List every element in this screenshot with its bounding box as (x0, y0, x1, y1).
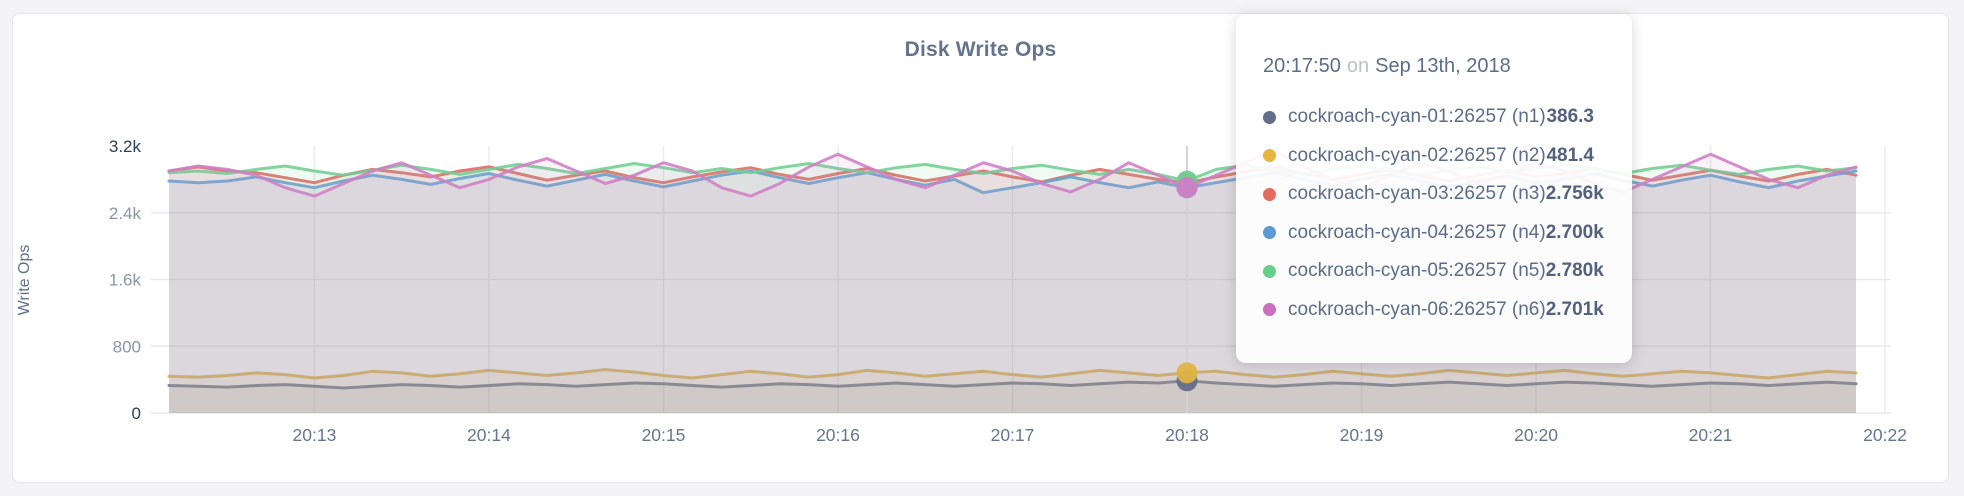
y-tick-label: 0 (132, 404, 141, 423)
tooltip-series-label: cockroach-cyan-06:26257 (n6) (1288, 298, 1546, 320)
hover-tooltip: 20:17:50 on Sep 13th, 2018 cockroach-cyan-… (1236, 14, 1632, 363)
tooltip-row: cockroach-cyan-04:26257 (n4) 2.700k (1263, 214, 1604, 253)
tooltip-header: 20:17:50 on Sep 13th, 2018 (1263, 54, 1594, 84)
tooltip-row: cockroach-cyan-02:26257 (n2) 481.4 (1263, 137, 1594, 176)
tooltip-time: 20:17:50 (1263, 55, 1341, 77)
series-color-dot-icon (1263, 187, 1276, 201)
series-color-dot-icon (1263, 110, 1276, 124)
series-color-dot-icon (1263, 264, 1276, 278)
x-tick-label: 20:15 (642, 425, 686, 445)
tooltip-series-label: cockroach-cyan-02:26257 (n2) (1288, 144, 1546, 166)
tooltip-series-value: 481.4 (1546, 144, 1594, 166)
tooltip-series-label: cockroach-cyan-03:26257 (n3) (1288, 183, 1546, 205)
tooltip-row: cockroach-cyan-01:26257 (n1) 386.3 (1263, 98, 1594, 137)
series-color-dot-icon (1263, 226, 1276, 240)
series-line-n2 (167, 368, 1858, 380)
tooltip-series-value: 2.756k (1545, 183, 1604, 205)
hover-dot-n2 (1176, 362, 1198, 384)
line-chart-plot-area[interactable]: 0 800 1.6k 2.4k 3.2k 20:13 20:14 20:15 20:16 20:1… (13, 14, 1950, 484)
tooltip-series-label: cockroach-cyan-01:26257 (n1) (1288, 106, 1546, 128)
tooltip-row: cockroach-cyan-06:26257 (n6) 2.701k (1263, 291, 1604, 330)
tooltip-row: cockroach-cyan-03:26257 (n3) 2.756k (1263, 175, 1604, 214)
x-tick-label: 20:19 (1340, 425, 1384, 445)
series-color-dot-icon (1263, 149, 1276, 163)
chart-card: Disk Write Ops Write Ops 0 800 1.6k 2.4k 3.2… (12, 13, 1949, 483)
tooltip-row: cockroach-cyan-05:26257 (n5) 2.780k (1263, 252, 1604, 291)
tooltip-separator: on (1346, 55, 1370, 77)
y-tick-label: 3.2k (109, 137, 142, 156)
y-tick-label: 800 (113, 337, 141, 356)
tooltip-series-value: 2.700k (1545, 221, 1604, 243)
tooltip-series-value: 2.780k (1545, 260, 1604, 282)
x-tick-label: 20:16 (816, 425, 860, 445)
series-area-n1 (169, 380, 1856, 413)
tooltip-date: Sep 13th, 2018 (1375, 55, 1511, 77)
series-line-n1 (167, 379, 1858, 390)
tooltip-series-value: 2.701k (1545, 298, 1604, 320)
tooltip-series-label: cockroach-cyan-04:26257 (n4) (1288, 221, 1546, 243)
series-color-dot-icon (1263, 303, 1276, 317)
x-tick-label: 20:17 (991, 425, 1035, 445)
x-tick-label: 20:22 (1863, 425, 1907, 445)
y-tick-label: 1.6k (109, 271, 142, 290)
chart-title: Disk Write Ops (904, 38, 1057, 61)
hover-dot-n6 (1176, 177, 1198, 199)
x-tick-label: 20:20 (1514, 425, 1558, 445)
tooltip-rows: cockroach-cyan-01:26257 (n1) 386.3 cockr… (1263, 98, 1604, 330)
x-tick-label: 20:14 (467, 425, 511, 445)
x-tick-label: 20:18 (1165, 425, 1209, 445)
x-tick-label: 20:21 (1689, 425, 1733, 445)
tooltip-series-value: 386.3 (1546, 106, 1594, 128)
y-tick-label: 2.4k (109, 204, 142, 223)
x-tick-label: 20:13 (293, 425, 337, 445)
tooltip-series-label: cockroach-cyan-05:26257 (n5) (1288, 260, 1546, 282)
series-area-n2 (169, 369, 1856, 413)
